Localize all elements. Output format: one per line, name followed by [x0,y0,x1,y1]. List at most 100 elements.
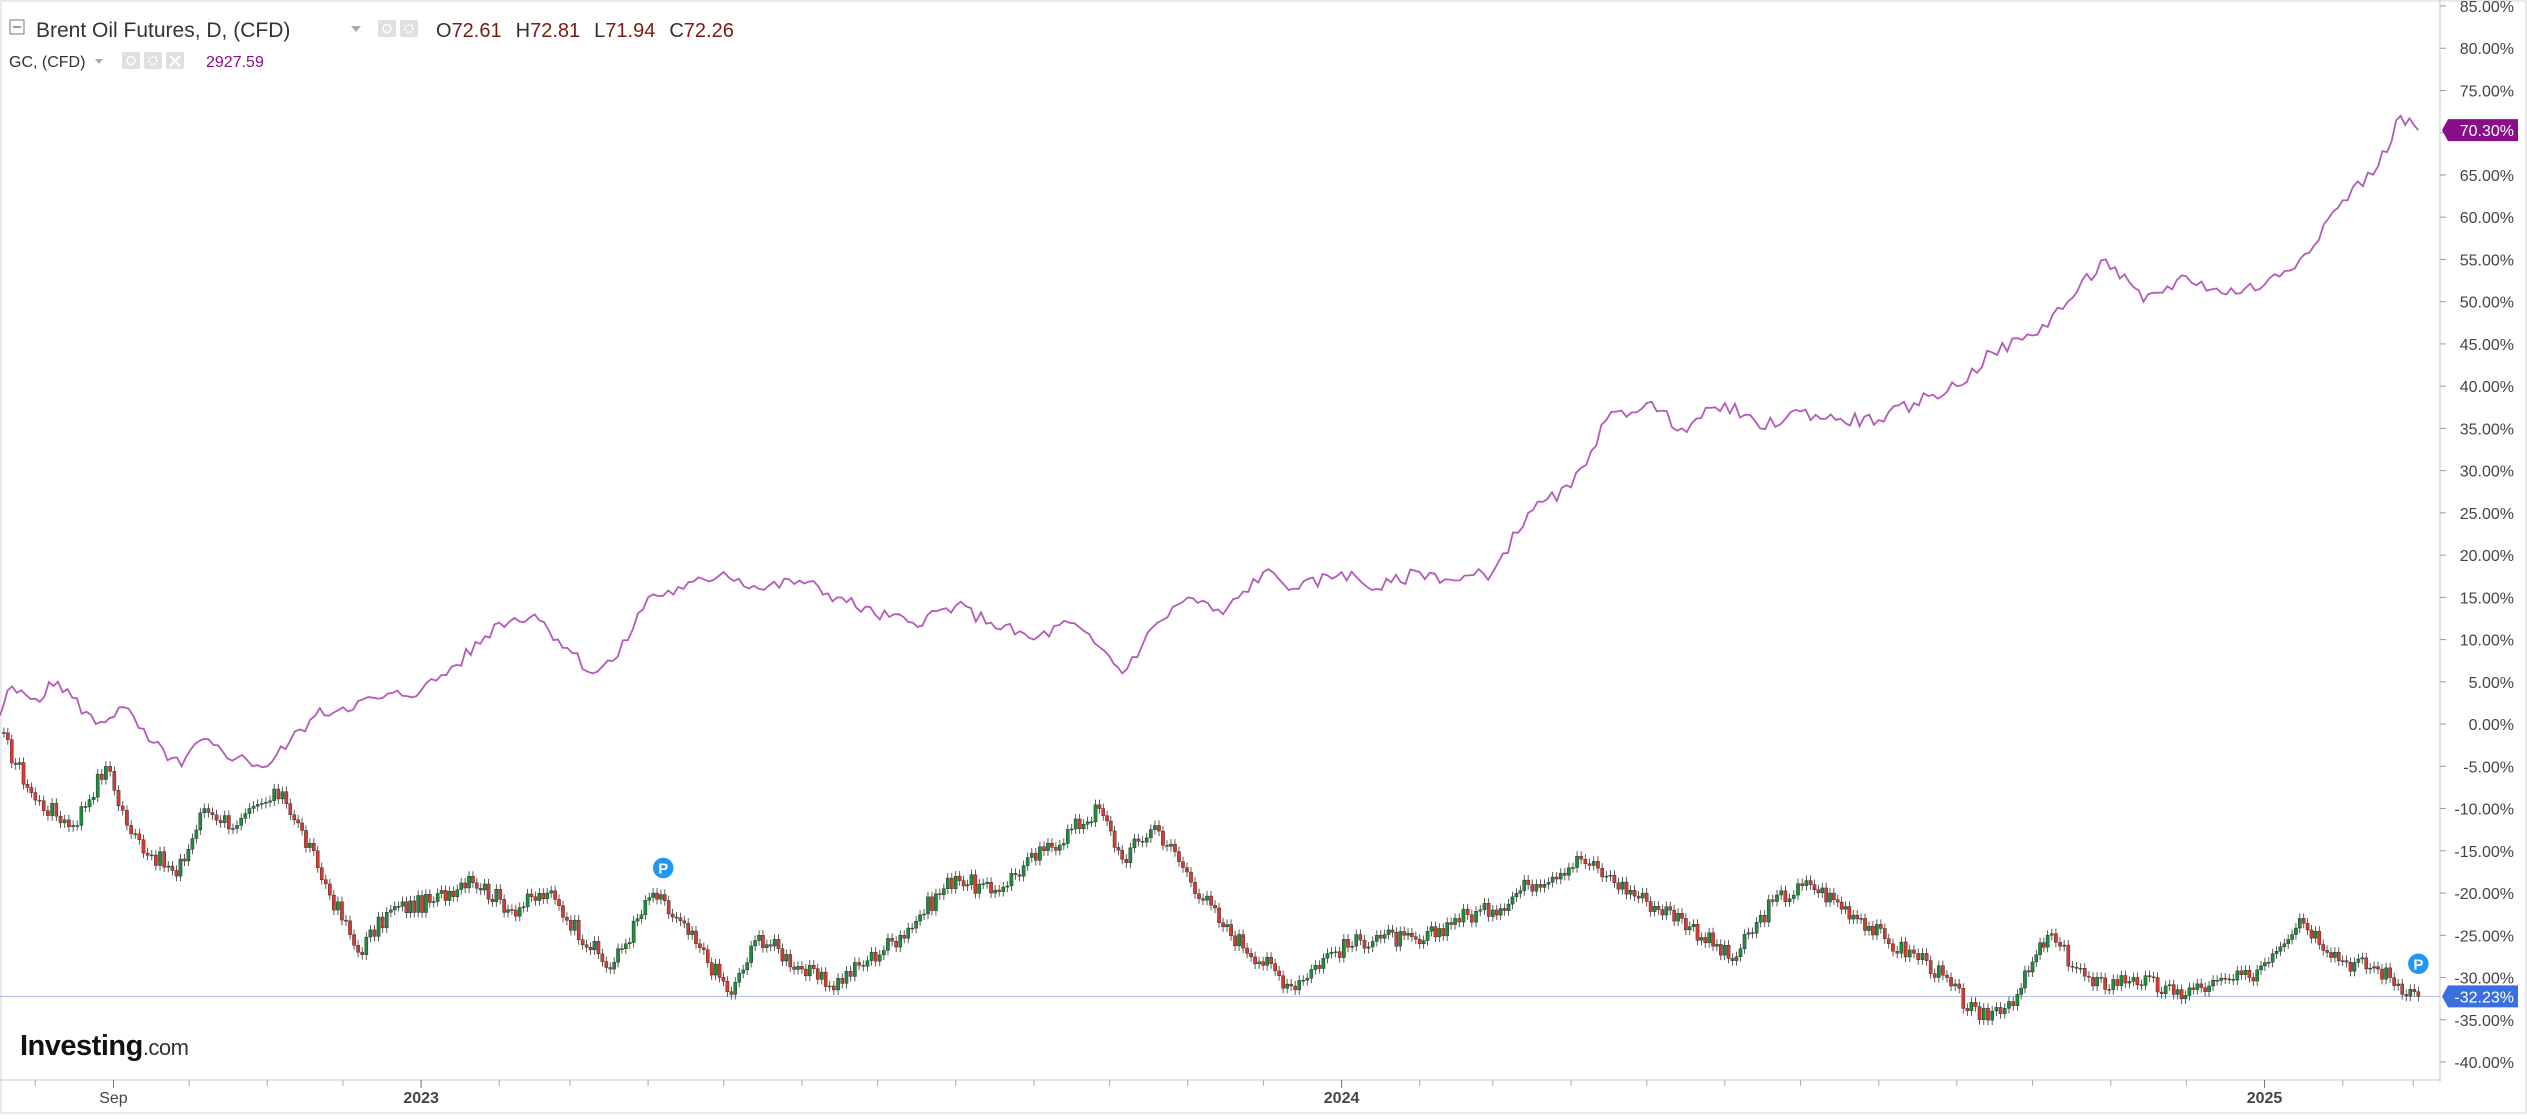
candle-body [1965,1008,1970,1012]
candle-body [1847,906,1852,920]
candle-body [584,944,589,948]
settings-gear-icon[interactable] [400,20,418,37]
candle-body [2015,994,2020,1006]
candle-body [2135,977,2140,985]
candle-body [989,882,993,894]
candle-body [1034,852,1038,861]
candle-body [1652,906,1657,912]
chevron-down-icon[interactable] [95,59,103,64]
candle-body [1738,948,1743,957]
candle-body [2396,983,2400,986]
candle-body [698,943,702,948]
candle-body [780,948,785,962]
candle-body [906,927,910,939]
candle-body [29,787,34,793]
close-value: 72.26 [684,20,734,42]
candle-body [1346,939,1350,948]
x-axis[interactable]: Sep 2023 2024 2025 [0,1079,2440,1107]
candle-body [2062,944,2066,947]
candle-body [214,814,219,821]
candle-body [1390,929,1395,933]
candle-body [284,791,289,804]
candle-body [1863,918,1867,931]
candle-body [463,882,467,889]
candle-body [1237,934,1241,947]
candle-body [1058,844,1062,851]
candle-body [384,912,389,929]
candle-body [934,893,938,911]
candle-body [2099,977,2103,979]
y-tick-label: 75.00% [2460,83,2514,100]
candle-body [272,788,276,801]
candle-body [865,960,870,967]
candle-body [1297,980,1301,991]
candle-body [848,970,853,977]
brent-last-value-badge-bg [2442,985,2518,1008]
candle-body [2352,962,2357,972]
visibility-eye-icon[interactable] [378,20,396,37]
candle-body [2223,977,2227,980]
overlay-symbol-label[interactable]: GC, (CFD) [9,54,85,71]
candle-body [336,901,340,911]
candle-body [1828,892,1832,903]
candle-body [443,890,448,901]
candle-body [222,815,227,824]
candle-body [1600,868,1604,878]
candle-body [1301,980,1306,982]
candle-body [2049,933,2054,936]
candle-body [549,890,553,894]
candle-body [1005,885,1010,888]
candle-body [1482,902,1487,911]
candle-body [663,894,667,901]
candle-body [1457,918,1462,923]
candle-body [104,766,108,780]
candle-body [1583,859,1588,864]
settings-gear-icon[interactable] [144,52,162,69]
candle-body [1498,908,1503,916]
visibility-eye-icon[interactable] [122,52,140,69]
candle-body [666,900,671,915]
candle-body [1883,928,1887,939]
candle-body [1165,845,1169,847]
candle-body [2336,952,2341,962]
candle-body [2298,918,2302,929]
candle-body [1354,934,1359,947]
candle-body [1305,977,1310,981]
candle-body [1173,843,1177,852]
candle-body [154,854,158,866]
candle-body [206,808,211,813]
candle-body [1042,846,1046,851]
chevron-down-icon[interactable] [351,26,361,32]
y-tick-label: 80.00% [2460,41,2514,58]
gold-line-series[interactable] [0,114,2419,769]
candle-body [1656,906,1661,910]
candle-body [380,916,385,929]
y-tick-label: 55.00% [2460,252,2514,269]
y-axis[interactable]: 85.00%80.00%75.00%70.00%65.00%60.00%55.0… [2439,0,2514,1082]
high-value: 72.81 [530,20,580,42]
candle-body [1309,969,1314,979]
open-label: O [436,20,452,42]
candle-body [861,965,866,967]
main-symbol-label[interactable]: Brent Oil Futures, D, (CFD) [36,19,290,42]
candle-body [1843,906,1848,910]
brent-candlestick-series[interactable] [2,727,2421,1026]
candle-body [725,981,730,992]
candle-body [1596,861,1600,869]
candle-body [260,803,264,805]
candle-body [315,850,320,868]
candle-body [83,806,88,808]
candle-body [1608,874,1613,877]
candle-body [1859,918,1863,920]
candle-body [2087,975,2091,978]
candle-body [1077,818,1082,829]
candle-body [2290,934,2294,940]
candle-body [1779,890,1783,896]
candle-body [702,947,706,950]
candle-body [2356,958,2361,963]
candle-body [71,825,75,827]
candle-body [356,945,360,953]
candle-body [1953,983,1957,987]
candle-body [977,883,982,894]
